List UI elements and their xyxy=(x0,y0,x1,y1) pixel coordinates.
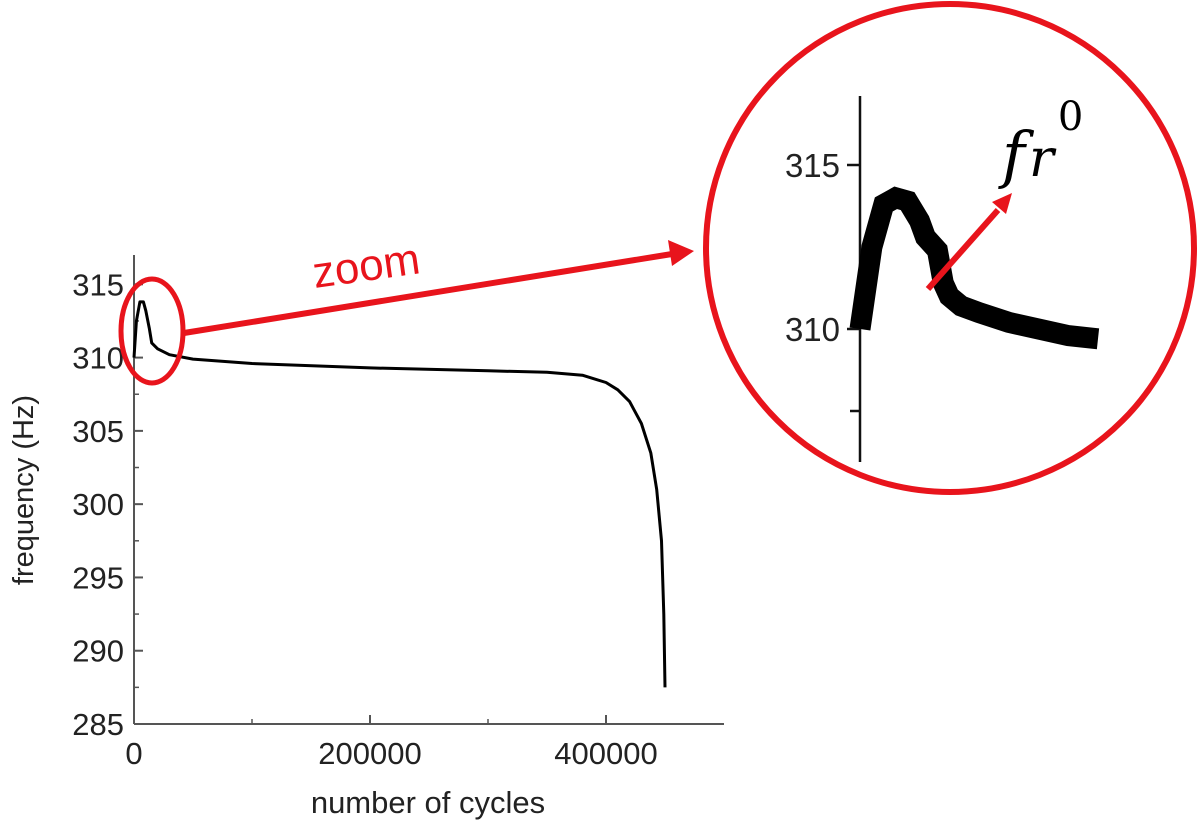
series-line xyxy=(132,300,667,688)
y-tick-label: 285 xyxy=(72,707,124,742)
zoom-arrow xyxy=(183,240,694,336)
x-axis-label: number of cycles xyxy=(311,785,545,820)
zoom-circle xyxy=(703,1,1197,495)
y-tick-label: 315 xyxy=(72,267,124,302)
fr-label: fr0 xyxy=(998,94,1083,191)
fr-superscript: 0 xyxy=(1058,94,1083,140)
inset-y-tick-label: 310 xyxy=(785,311,840,348)
fr-arrow xyxy=(925,193,1012,291)
y-tick-label: 290 xyxy=(72,634,124,669)
highlight-ellipse xyxy=(118,276,186,386)
y-axis-label: frequency (Hz) xyxy=(8,395,40,585)
zoom-inset-chart: 310 315 xyxy=(785,96,1100,462)
inset-y-tick-label: 315 xyxy=(785,147,840,184)
main-chart: 285 290 295 300 305 310 315 0 200000 400000 numb… xyxy=(8,255,724,820)
x-tick-label: 0 xyxy=(125,736,142,771)
x-axis-ticks: 0 200000 400000 xyxy=(125,715,658,771)
zoom-label: zoom xyxy=(310,234,423,297)
inset-y-axis-ticks: 310 315 xyxy=(785,147,860,413)
y-tick-label: 295 xyxy=(72,560,124,595)
y-axis-ticks: 285 290 295 300 305 310 315 xyxy=(72,267,143,742)
fr-subscript: r xyxy=(1029,129,1057,189)
y-tick-label: 305 xyxy=(72,414,124,449)
x-tick-label: 400000 xyxy=(554,736,657,771)
y-tick-label: 300 xyxy=(72,487,124,522)
inset-series-line xyxy=(849,186,1100,350)
x-tick-label: 200000 xyxy=(318,736,421,771)
y-tick-label: 310 xyxy=(72,341,124,376)
